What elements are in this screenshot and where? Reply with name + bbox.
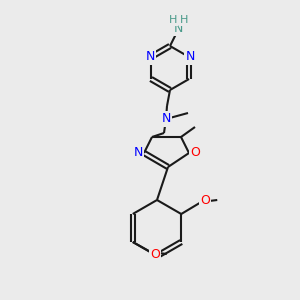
Text: O: O (150, 248, 160, 260)
Text: N: N (145, 50, 154, 64)
Text: H: H (169, 15, 177, 25)
Text: H: H (180, 15, 188, 25)
Text: N: N (173, 22, 183, 34)
Text: N: N (161, 112, 171, 125)
Text: O: O (200, 194, 210, 206)
Text: N: N (133, 146, 143, 160)
Text: N: N (185, 50, 195, 64)
Text: O: O (190, 146, 200, 160)
